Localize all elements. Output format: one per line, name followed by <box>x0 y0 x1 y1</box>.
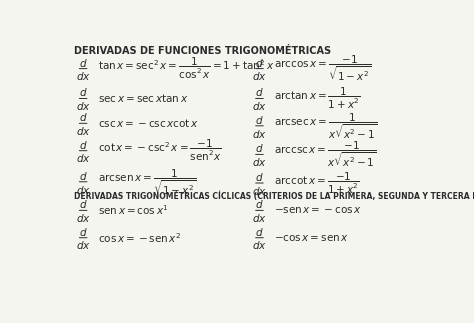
Text: $dx$: $dx$ <box>252 239 267 252</box>
Text: $d$: $d$ <box>79 198 87 210</box>
Text: $dx$: $dx$ <box>252 100 267 112</box>
Text: $\mathrm{arcsen}\, x = \dfrac{1}{\sqrt{1-x^2}}$: $\mathrm{arcsen}\, x = \dfrac{1}{\sqrt{1… <box>98 167 196 196</box>
Text: $\tan x = \sec^2 x = \dfrac{1}{\cos^2 x} = 1 + \tan^2 x$: $\tan x = \sec^2 x = \dfrac{1}{\cos^2 x}… <box>98 56 274 81</box>
Text: $d$: $d$ <box>79 111 87 123</box>
Text: $\sec x = \sec x\tan x$: $\sec x = \sec x\tan x$ <box>98 92 188 104</box>
Text: DERIVADAS DE FUNCIONES TRIGONOMÉTRICAS: DERIVADAS DE FUNCIONES TRIGONOMÉTRICAS <box>74 46 331 56</box>
Text: $-\cos x = \mathrm{sen}\, x$: $-\cos x = \mathrm{sen}\, x$ <box>274 233 349 243</box>
Text: $dx$: $dx$ <box>76 212 91 224</box>
Text: $dx$: $dx$ <box>252 185 267 197</box>
Text: DERIVADAS TRIGONOMÉTRICAS CÍCLICAS (CRITERIOS DE LA PRIMERA, SEGUNDA Y TERCERA D: DERIVADAS TRIGONOMÉTRICAS CÍCLICAS (CRIT… <box>74 192 474 201</box>
Text: $\arccos x = \dfrac{-1}{\sqrt{1-x^2}}$: $\arccos x = \dfrac{-1}{\sqrt{1-x^2}}$ <box>274 54 372 83</box>
Text: $dx$: $dx$ <box>76 239 91 252</box>
Text: $d$: $d$ <box>255 171 264 183</box>
Text: $-\mathrm{sen}\, x = -\cos x$: $-\mathrm{sen}\, x = -\cos x$ <box>274 205 362 215</box>
Text: $dx$: $dx$ <box>76 183 91 195</box>
Text: $dx$: $dx$ <box>76 70 91 82</box>
Text: $d$: $d$ <box>79 87 87 99</box>
Text: $\mathrm{sen}\, x = \cos x^1$: $\mathrm{sen}\, x = \cos x^1$ <box>98 203 168 217</box>
Text: $dx$: $dx$ <box>252 128 267 140</box>
Text: $\cos x = -\mathrm{sen}\, x^2$: $\cos x = -\mathrm{sen}\, x^2$ <box>98 231 181 245</box>
Text: $dx$: $dx$ <box>252 156 267 168</box>
Text: $d$: $d$ <box>255 226 264 238</box>
Text: $d$: $d$ <box>255 57 264 68</box>
Text: $dx$: $dx$ <box>252 212 267 224</box>
Text: $d$: $d$ <box>79 226 87 238</box>
Text: $dx$: $dx$ <box>76 100 91 112</box>
Text: $\arctan x = \dfrac{1}{1+x^2}$: $\arctan x = \dfrac{1}{1+x^2}$ <box>274 86 361 111</box>
Text: $\mathrm{arcsec}\, x = \dfrac{1}{x\sqrt{x^2-1}}$: $\mathrm{arcsec}\, x = \dfrac{1}{x\sqrt{… <box>274 111 378 141</box>
Text: $d$: $d$ <box>79 57 87 68</box>
Text: $\cot x = -\csc^2 x = \dfrac{-1}{\mathrm{sen}^2 x}$: $\cot x = -\csc^2 x = \dfrac{-1}{\mathrm… <box>98 138 221 163</box>
Text: $dx$: $dx$ <box>76 152 91 164</box>
Text: $d$: $d$ <box>79 170 87 182</box>
Text: $d$: $d$ <box>255 198 264 210</box>
Text: $\mathrm{arccot}\, x = \dfrac{-1}{1+x^2}$: $\mathrm{arccot}\, x = \dfrac{-1}{1+x^2}… <box>274 171 360 195</box>
Text: $d$: $d$ <box>255 87 264 99</box>
Text: $d$: $d$ <box>255 142 264 154</box>
Text: $\mathrm{arccsc}\, x = \dfrac{-1}{x\sqrt{x^2-1}}$: $\mathrm{arccsc}\, x = \dfrac{-1}{x\sqrt… <box>274 140 377 169</box>
Text: $d$: $d$ <box>79 139 87 151</box>
Text: $\csc x = -\csc x\cot x$: $\csc x = -\csc x\cot x$ <box>98 117 199 129</box>
Text: $dx$: $dx$ <box>76 125 91 137</box>
Text: $d$: $d$ <box>255 114 264 126</box>
Text: $dx$: $dx$ <box>252 70 267 82</box>
